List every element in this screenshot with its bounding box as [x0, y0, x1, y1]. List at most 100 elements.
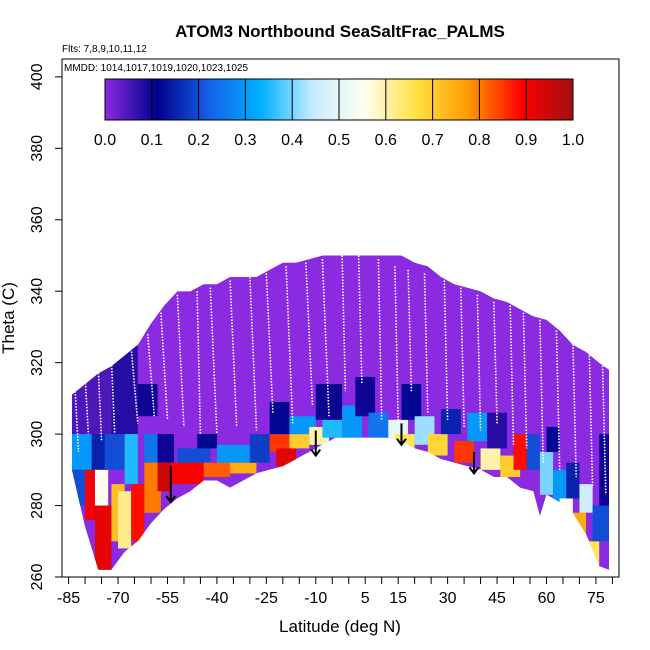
flight-trajectory-15: [321, 259, 330, 417]
annotation-arrows: [165, 423, 480, 504]
heatmap-cell-41: [441, 409, 461, 435]
flight-trajectory-4: [130, 348, 139, 424]
flight-trajectory-0: [74, 391, 80, 453]
heatmap-cell-16: [157, 434, 175, 463]
flight-trajectory-12: [265, 273, 274, 413]
heatmap-cell-22: [216, 444, 250, 463]
heatmap-cell-55: [579, 484, 593, 513]
chart-subtitle-flights: Flts: 7,8,9,10,11,12: [62, 44, 147, 55]
heatmap-cells: [71, 344, 610, 570]
heatmap-cell-44: [480, 448, 501, 470]
heatmap-cell-38: [401, 384, 422, 420]
heatmap-cell-0: [71, 362, 112, 435]
heatmap-cell-6: [94, 469, 109, 506]
heatmap-cell-34: [355, 376, 376, 417]
heatmap-cell-57: [592, 505, 610, 542]
data-region: [71, 255, 610, 570]
heatmap-cell-32: [315, 384, 343, 420]
colorbar-tick-label-7: 0.7: [421, 132, 443, 149]
y-tick-label-6: 380: [29, 135, 46, 162]
heatmap-cell-58: [599, 434, 610, 506]
flight-trajectory-21: [423, 273, 429, 413]
heatmap-cell-54: [572, 512, 587, 549]
heatmap-cell-17: [157, 462, 171, 492]
heatmap-cell-15: [144, 462, 161, 513]
colorbar-tick-label-0: 0.0: [94, 132, 116, 149]
flight-trajectory-17: [357, 255, 363, 385]
heatmap-cell-5: [94, 505, 112, 570]
heatmap-cell-35: [368, 412, 389, 438]
heatmap-cell-21: [203, 462, 231, 477]
x-tick-label-1: -70: [106, 590, 129, 607]
annotation-arrow-1: [310, 430, 322, 458]
heatmap-cell-52: [559, 498, 573, 535]
flight-trajectory-19: [394, 266, 399, 424]
heatmap-cell-53: [566, 462, 580, 499]
heatmap-cell-19: [177, 448, 211, 463]
heatmap-cell-40: [427, 434, 448, 456]
x-tick-label-5: -10: [304, 590, 327, 607]
heatmap-cell-26: [269, 401, 290, 435]
x-tick-label-4: -25: [255, 590, 278, 607]
heatmap-cell-25: [269, 434, 290, 452]
y-tick-label-4: 340: [29, 278, 46, 305]
heatmap-cell-14: [144, 434, 158, 463]
x-tick-label-8: 30: [439, 590, 457, 607]
x-tick-label-11: 75: [587, 590, 605, 607]
colorbar-ticks: 0.0 0.1 0.2 0.3 0.4 0.5 0.6 0.7 0.8 0.9 1.0: [94, 79, 584, 149]
heatmap-cell-11: [124, 434, 138, 485]
heatmap-cell-48: [526, 434, 540, 470]
heatmap-cell-1: [71, 434, 92, 470]
colorbar-tick-label-1: 0.1: [141, 132, 163, 149]
flight-trajectory-1: [84, 376, 90, 435]
x-tick-label-0: -85: [57, 590, 80, 607]
annotation-arrow-0: [165, 466, 177, 504]
heatmap-cell-28: [289, 434, 310, 449]
colorbar-tick-label-2: 0.2: [187, 132, 209, 149]
x-tick-label-10: 60: [538, 590, 556, 607]
heatmap-cell-20: [197, 434, 217, 449]
x-axis-label: Latitude (deg N): [279, 617, 401, 636]
heatmap-cell-3: [71, 469, 86, 506]
y-tick-label-1: 280: [29, 492, 46, 519]
heatmap-cell-27: [276, 448, 297, 467]
heatmap-cell-18: [170, 462, 204, 485]
plot-area: [71, 255, 610, 570]
annotation-arrow-2: [396, 423, 407, 447]
y-tick-label-2: 300: [29, 421, 46, 448]
colorbar-tick-label-5: 0.5: [328, 132, 350, 149]
colorbar-tick-label-3: 0.3: [234, 132, 256, 149]
y-axis-label: Theta (C): [0, 282, 18, 354]
heatmap-cell-42: [454, 441, 474, 463]
flight-trajectory-13: [285, 266, 294, 424]
heatmap-cell-49: [539, 451, 554, 495]
heatmap-cell-12: [131, 484, 145, 542]
heatmap-cell-24: [249, 434, 270, 463]
flight-trajectory-26: [509, 305, 515, 445]
flight-trajectory-25: [493, 301, 498, 424]
chart-title: ATOM3 Northbound SeaSaltFrac_PALMS: [175, 22, 505, 41]
heatmap-cell-23: [230, 462, 257, 474]
flight-trajectory-3: [110, 359, 116, 435]
flight-trajectory-32: [601, 362, 607, 495]
annotation-arrow-3: [468, 451, 480, 476]
x-tick-label-2: -55: [156, 590, 179, 607]
flight-trajectory-29: [555, 330, 561, 470]
heatmap-cell-45: [487, 412, 507, 449]
x-tick-label-3: -40: [205, 590, 228, 607]
colorbar-tick-label-6: 0.6: [375, 132, 397, 149]
x-tick-label-9: 45: [488, 590, 506, 607]
heatmap-cell-50: [546, 426, 560, 452]
heatmap-cell-2: [91, 434, 105, 470]
chart-subtitle-dates: MMDD: 1014,1017,1019,1020,1023,1025: [64, 63, 248, 74]
heatmap-cell-8: [111, 344, 138, 435]
flight-trajectory-9: [209, 287, 218, 435]
heatmap-cell-13: [137, 384, 158, 417]
heatmap-cell-56: [586, 541, 600, 570]
flight-trajectory-23: [460, 287, 465, 428]
colorbar-tick-label-9: 0.9: [515, 132, 537, 149]
y-tick-label-5: 360: [29, 206, 46, 233]
x-tick-label-6: 5: [361, 590, 370, 607]
x-tick-label-7: 15: [389, 590, 407, 607]
